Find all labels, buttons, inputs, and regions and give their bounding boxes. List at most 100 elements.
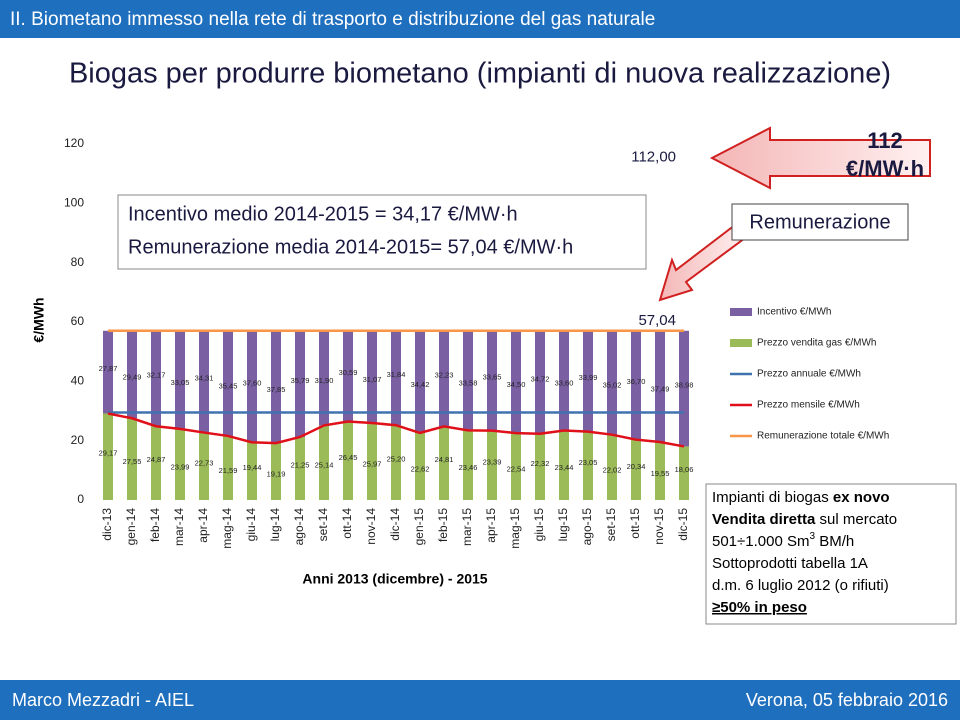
value-label: 27,55 bbox=[123, 457, 142, 466]
value-label: 22,54 bbox=[507, 465, 526, 474]
footer-right: Verona, 05 febbraio 2016 bbox=[746, 690, 948, 710]
x-tick-label: mar-14 bbox=[172, 508, 186, 546]
bar-segment bbox=[295, 436, 305, 500]
note-line: d.m. 6 luglio 2012 (o rifiuti) bbox=[712, 577, 889, 594]
bar-segment bbox=[655, 442, 665, 500]
x-tick-label: feb-14 bbox=[148, 508, 162, 542]
bar-segment bbox=[271, 330, 281, 444]
value-label: 20,34 bbox=[627, 462, 646, 471]
bar-segment bbox=[295, 330, 305, 437]
footer-bar bbox=[0, 680, 960, 720]
note-line: 501÷1.000 Sm3 BM/h bbox=[712, 531, 854, 550]
value-label: 33,58 bbox=[459, 379, 478, 388]
callout-box bbox=[731, 203, 909, 241]
note-line: Vendita diretta sul mercato bbox=[712, 511, 897, 528]
value-label: 37,60 bbox=[243, 379, 262, 388]
bar-segment bbox=[247, 442, 257, 500]
value-label: 18,06 bbox=[675, 465, 694, 474]
y-axis-label: €/MWh bbox=[31, 297, 47, 342]
x-tick-label: ott-15 bbox=[628, 508, 642, 539]
value-label: 34,42 bbox=[411, 380, 430, 389]
value-label: 19,55 bbox=[651, 469, 670, 478]
value-label: 34,31 bbox=[195, 374, 214, 383]
note-text: ex novo bbox=[833, 489, 890, 506]
slide-title: Biogas per produrre biometano (impianti … bbox=[69, 58, 891, 90]
bar-segment bbox=[607, 434, 617, 500]
x-tick-label: apr-14 bbox=[196, 508, 210, 543]
bar-segment bbox=[175, 330, 185, 429]
value-label: 37,49 bbox=[651, 384, 670, 393]
y-tick-label: 40 bbox=[71, 374, 85, 388]
bar-segment bbox=[271, 443, 281, 500]
arrow bbox=[709, 126, 931, 190]
value-label: 33,99 bbox=[579, 373, 598, 382]
bar-segment bbox=[223, 435, 233, 500]
x-tick-label: ago-15 bbox=[580, 508, 594, 546]
info-box bbox=[117, 194, 647, 270]
value-label: 35,02 bbox=[603, 381, 622, 390]
value-label: 21,59 bbox=[219, 466, 238, 475]
annotation: 57,04 bbox=[638, 312, 676, 329]
bar-segment bbox=[535, 330, 545, 434]
x-tick-label: lug-15 bbox=[556, 508, 570, 542]
bar-segment bbox=[463, 430, 473, 500]
x-tick-label: nov-15 bbox=[652, 508, 666, 545]
value-label: 24,87 bbox=[147, 455, 166, 464]
legend-swatch bbox=[730, 308, 752, 316]
value-label: 35,45 bbox=[219, 381, 238, 390]
value-label: 34,50 bbox=[507, 380, 526, 389]
x-tick-label: gen-14 bbox=[124, 508, 138, 546]
value-label: 32,17 bbox=[147, 370, 166, 379]
legend-swatch bbox=[730, 339, 752, 347]
value-label: 33,60 bbox=[555, 379, 574, 388]
legend-label: Incentivo €/MWh bbox=[757, 307, 831, 318]
value-label: 23,46 bbox=[459, 463, 478, 472]
x-tick-label: nov-14 bbox=[364, 508, 378, 545]
value-label: 32,23 bbox=[435, 371, 454, 380]
value-label: 19,19 bbox=[267, 470, 286, 479]
note-text: Vendita diretta bbox=[712, 511, 816, 528]
bar-segment bbox=[343, 421, 353, 500]
bar-segment bbox=[151, 330, 161, 427]
x-tick-label: dic-14 bbox=[388, 508, 402, 541]
x-tick-label: set-14 bbox=[316, 508, 330, 542]
value-label: 21,25 bbox=[291, 460, 310, 469]
bar-segment bbox=[583, 330, 593, 432]
bar-segment bbox=[391, 330, 401, 426]
info-line: Incentivo medio 2014-2015 = 34,17 €/MW·h bbox=[128, 203, 518, 225]
x-tick-label: dic-15 bbox=[676, 508, 690, 541]
note-text: 501÷1.000 Sm bbox=[712, 533, 809, 550]
legend-label: Remunerazione totale €/MWh bbox=[757, 431, 889, 442]
x-tick-label: mag-15 bbox=[508, 508, 522, 549]
bar-segment bbox=[511, 433, 521, 500]
value-label: 23,44 bbox=[555, 463, 574, 472]
x-tick-label: gen-15 bbox=[412, 508, 426, 546]
bar-segment bbox=[223, 330, 233, 436]
bar-segment bbox=[439, 330, 449, 427]
value-label: 22,02 bbox=[603, 465, 622, 474]
callout-value: 112 bbox=[867, 128, 903, 153]
value-label: 29,49 bbox=[123, 373, 142, 382]
note-text: Impianti di biogas bbox=[712, 489, 833, 506]
y-tick-label: 80 bbox=[71, 255, 85, 269]
bar-segment bbox=[391, 425, 401, 500]
value-label: 25,20 bbox=[387, 455, 406, 464]
bar-segment bbox=[679, 446, 689, 500]
note-text: Sottoprodotti tabella 1A bbox=[712, 555, 868, 572]
callout-box-label: Remunerazione bbox=[749, 211, 890, 233]
y-tick-label: 0 bbox=[77, 492, 84, 506]
bar-segment bbox=[127, 418, 137, 500]
value-label: 35,79 bbox=[291, 376, 310, 385]
info-line: Remunerazione media 2014-2015= 57,04 €/M… bbox=[128, 236, 573, 258]
bar-segment bbox=[487, 430, 497, 500]
bar-segment bbox=[535, 433, 545, 500]
bar-segment bbox=[247, 330, 257, 443]
bar-segment bbox=[559, 430, 569, 500]
bar-segment bbox=[103, 330, 113, 414]
bar-segment bbox=[439, 426, 449, 500]
note-text: 3 bbox=[809, 531, 815, 542]
value-label: 38,98 bbox=[675, 381, 694, 390]
bar-segment bbox=[415, 432, 425, 500]
header-bar bbox=[0, 0, 960, 38]
